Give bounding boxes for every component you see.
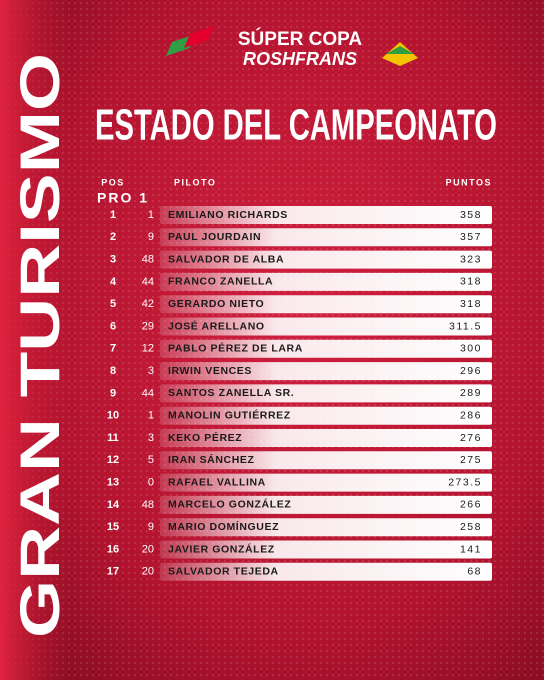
- row-bar: [160, 384, 492, 403]
- position: 9: [110, 387, 116, 399]
- pilot-name: SANTOS ZANELLA SR.: [168, 387, 294, 399]
- position: 13: [107, 477, 119, 489]
- position: 8: [110, 365, 116, 377]
- pilot-name: PAUL JOURDAIN: [168, 231, 261, 243]
- logo-bottom: ROSHFRANS: [243, 49, 357, 69]
- side-band: [0, 0, 70, 680]
- row-bar: [160, 206, 492, 224]
- pilot-name: SALVADOR TEJEDA: [168, 566, 279, 578]
- points: 357: [460, 231, 482, 243]
- car-number: 1: [148, 209, 154, 221]
- points: 275: [460, 454, 482, 466]
- pilot-name: SALVADOR DE ALBA: [168, 253, 284, 265]
- pilot-name: JAVIER GONZÁLEZ: [168, 542, 275, 555]
- pilot-name: PABLO PÉREZ DE LARA: [168, 342, 303, 355]
- car-number: 3: [148, 365, 154, 377]
- row-bar: [160, 562, 492, 581]
- row-bar: [160, 406, 492, 425]
- car-number: 9: [148, 231, 154, 243]
- position: 15: [107, 521, 119, 533]
- side-title: GRAN TURISMO: [8, 53, 71, 638]
- logo-shape: [386, 46, 414, 54]
- position: 3: [110, 254, 116, 266]
- points: 311.5: [449, 320, 482, 332]
- position: 14: [107, 499, 120, 511]
- points: 286: [460, 409, 482, 421]
- position: 6: [110, 320, 116, 332]
- logo-shape: [184, 26, 214, 48]
- pilot-name: RAFAEL VALLINA: [168, 476, 266, 488]
- car-number: 9: [148, 521, 154, 533]
- points: 141: [460, 543, 482, 555]
- row-bar: [160, 317, 492, 336]
- position: 10: [107, 410, 119, 422]
- pilot-name: FRANCO ZANELLA: [168, 276, 273, 288]
- points: 296: [460, 365, 482, 377]
- row-bar: [160, 473, 492, 492]
- position: 12: [107, 454, 119, 466]
- car-number: 42: [142, 298, 154, 310]
- position: 1: [110, 209, 116, 221]
- points: 276: [460, 432, 482, 444]
- points: 266: [460, 499, 482, 511]
- position: 11: [107, 432, 119, 444]
- row-bar: [160, 228, 492, 247]
- car-number: 12: [142, 343, 154, 355]
- points: 300: [460, 343, 482, 355]
- header-pos: POS: [101, 177, 125, 187]
- car-number: 48: [142, 254, 154, 266]
- category: PRO 1: [97, 190, 149, 206]
- row-bar: [160, 250, 492, 269]
- car-number: 0: [148, 477, 154, 489]
- points: 68: [467, 566, 482, 578]
- row-bar: [160, 429, 492, 447]
- pilot-name: MANOLIN GUTIÉRREZ: [168, 408, 291, 421]
- logo-top: SÚPER COPA: [238, 28, 363, 50]
- car-number: 48: [142, 499, 154, 511]
- position: 4: [110, 276, 117, 288]
- points: 258: [460, 521, 482, 533]
- row-bar: [160, 272, 492, 291]
- row-bar: [160, 295, 492, 314]
- pilot-name: JOSÉ ARELLANO: [168, 319, 265, 332]
- row-bar: [160, 540, 492, 559]
- row-bar: [160, 362, 492, 381]
- points: 289: [460, 387, 482, 399]
- car-number: 1: [148, 410, 154, 422]
- position: 7: [110, 343, 116, 355]
- points: 358: [460, 209, 482, 221]
- pilot-name: KEKO PÉREZ: [168, 431, 242, 444]
- row-bar: [160, 451, 492, 470]
- car-number: 44: [142, 276, 154, 288]
- header-points: PUNTOS: [446, 177, 492, 187]
- pilot-name: EMILIANO RICHARDS: [168, 209, 288, 221]
- row-bar: [160, 339, 492, 358]
- car-number: 20: [142, 543, 154, 555]
- pilot-name: IRAN SÁNCHEZ: [168, 453, 255, 466]
- points: 318: [460, 298, 482, 310]
- position: 2: [110, 231, 116, 243]
- row-bar: [160, 495, 492, 514]
- position: 5: [110, 298, 116, 310]
- pilot-name: MARCELO GONZÁLEZ: [168, 498, 291, 511]
- pilot-name: GERARDO NIETO: [168, 298, 264, 310]
- pilot-name: MARIO DOMÍNGUEZ: [168, 520, 279, 533]
- points: 273.5: [448, 476, 482, 488]
- pilot-name: IRWIN VENCES: [168, 365, 252, 377]
- row-bar: [160, 518, 492, 537]
- car-number: 3: [148, 432, 154, 444]
- car-number: 44: [142, 387, 154, 399]
- logo: SÚPER COPA ROSHFRANS: [166, 26, 418, 69]
- points: 323: [460, 253, 482, 265]
- title: ESTADO DEL CAMPEONATO: [95, 101, 497, 150]
- car-number: 29: [142, 320, 154, 332]
- position: 16: [107, 543, 119, 555]
- points: 318: [460, 276, 482, 288]
- position: 17: [107, 566, 119, 578]
- car-number: 20: [142, 566, 154, 578]
- car-number: 5: [148, 454, 154, 466]
- header-pilot: PILOTO: [174, 177, 216, 187]
